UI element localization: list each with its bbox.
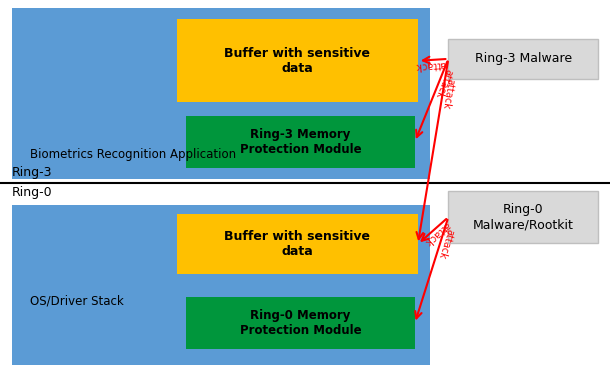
Text: Ring-0 Memory
Protection Module: Ring-0 Memory Protection Module bbox=[240, 309, 361, 337]
Text: Buffer with sensitive
data: Buffer with sensitive data bbox=[224, 47, 370, 75]
FancyBboxPatch shape bbox=[177, 19, 418, 102]
Text: attack: attack bbox=[436, 228, 454, 260]
Text: Ring-3: Ring-3 bbox=[12, 166, 52, 179]
Text: Ring-3 Memory
Protection Module: Ring-3 Memory Protection Module bbox=[240, 128, 361, 156]
Text: Ring-3 Malware: Ring-3 Malware bbox=[475, 52, 572, 65]
Text: attack: attack bbox=[434, 67, 454, 100]
Text: Ring-0: Ring-0 bbox=[12, 186, 53, 199]
Text: attack: attack bbox=[415, 59, 446, 71]
Text: Ring-0
Malware/Rootkit: Ring-0 Malware/Rootkit bbox=[473, 203, 573, 231]
Text: OS/Driver Stack: OS/Driver Stack bbox=[30, 295, 124, 308]
Text: Biometrics Recognition Application: Biometrics Recognition Application bbox=[30, 148, 237, 161]
Text: attack: attack bbox=[440, 77, 455, 109]
FancyBboxPatch shape bbox=[177, 214, 418, 274]
FancyBboxPatch shape bbox=[448, 191, 598, 243]
Text: attack: attack bbox=[422, 220, 452, 248]
FancyBboxPatch shape bbox=[448, 39, 598, 79]
FancyBboxPatch shape bbox=[12, 8, 430, 179]
FancyBboxPatch shape bbox=[12, 205, 430, 365]
FancyBboxPatch shape bbox=[186, 297, 415, 349]
Text: Buffer with sensitive
data: Buffer with sensitive data bbox=[224, 230, 370, 258]
FancyBboxPatch shape bbox=[186, 116, 415, 168]
